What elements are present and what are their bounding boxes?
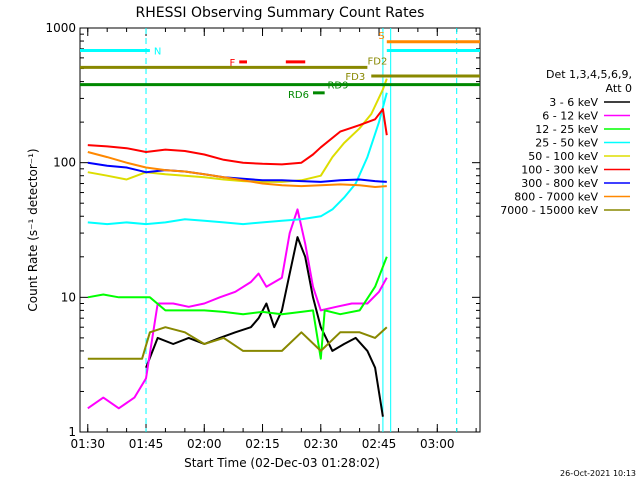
flag-label-4: FD2: [368, 56, 388, 67]
legend-label-1: 6 - 12 keV: [542, 110, 598, 123]
y-tick-label-2: 100: [53, 156, 76, 170]
legend-label-3: 25 - 50 keV: [535, 137, 598, 150]
flag-label-0: N: [154, 47, 161, 58]
flag-label-5: FD3: [345, 72, 365, 83]
plot-frame: [79, 27, 481, 433]
x-tick-label-4: 02:30: [303, 437, 338, 451]
legend-label-2: 12 - 25 keV: [535, 123, 598, 136]
flag-label-1: F: [229, 58, 235, 69]
flag-label-2: S: [378, 31, 384, 42]
legend-label-8: 7000 - 15000 keV: [500, 204, 598, 217]
x-tick-label-6: 03:00: [420, 437, 455, 451]
series-line-3: [87, 92, 388, 226]
legend-label-4: 50 - 100 keV: [528, 150, 598, 163]
legend-header-line-1: Det 1,3,4,5,6,9,: [546, 68, 632, 81]
x-axis-label: Start Time (02-Dec-03 01:28:02): [184, 456, 380, 470]
legend-label-7: 800 - 7000 keV: [514, 191, 598, 204]
series-line-8: [87, 326, 388, 360]
y-tick-label-3: 1000: [45, 21, 76, 35]
timestamp: 26-Oct-2021 10:13: [560, 469, 636, 478]
chart-title: RHESSI Observing Summary Count Rates: [136, 5, 425, 21]
x-tick-label-3: 02:15: [245, 437, 280, 451]
legend-header-line-2: Att 0: [606, 82, 632, 95]
flag-label-6: RD9: [327, 81, 348, 92]
legend-label-6: 300 - 800 keV: [521, 177, 598, 190]
y-tick-label-0: 1: [68, 425, 76, 439]
flag-label-7: RD6: [288, 90, 309, 101]
y-tick-label-1: 10: [61, 290, 76, 304]
x-tick-label-1: 01:45: [129, 437, 164, 451]
series-line-5: [87, 108, 388, 166]
legend-label-5: 100 - 300 keV: [521, 164, 598, 177]
series-line-6: [87, 161, 387, 183]
y-axis-label: Count Rate (s⁻¹ detector⁻¹): [26, 148, 40, 311]
legend-label-0: 3 - 6 keV: [549, 96, 598, 109]
x-tick-label-2: 02:00: [187, 437, 222, 451]
x-tick-label-0: 01:30: [70, 437, 105, 451]
series-line-7: [87, 151, 387, 188]
series-line-1: [87, 208, 388, 410]
series-line-2: [87, 256, 388, 360]
x-tick-label-5: 02:45: [362, 437, 397, 451]
plot-area: 01:30 01:45 02:00 02:15 02:30 02:45 03:00 1 10 10…: [45, 21, 481, 451]
